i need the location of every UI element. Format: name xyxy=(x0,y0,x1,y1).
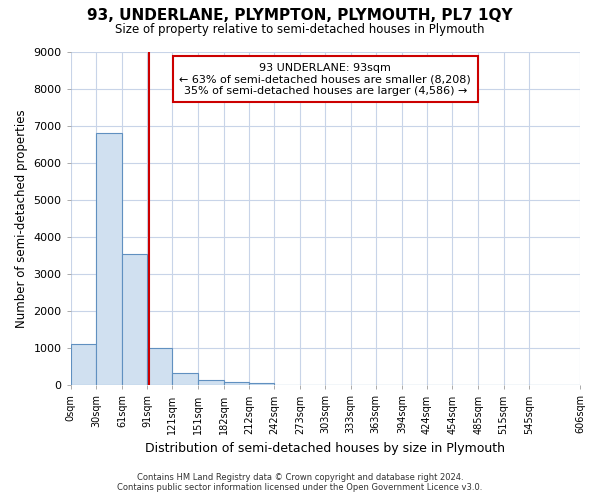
X-axis label: Distribution of semi-detached houses by size in Plymouth: Distribution of semi-detached houses by … xyxy=(145,442,505,455)
Text: 93 UNDERLANE: 93sqm
← 63% of semi-detached houses are smaller (8,208)
35% of sem: 93 UNDERLANE: 93sqm ← 63% of semi-detach… xyxy=(179,62,471,96)
Bar xyxy=(224,382,249,386)
Bar xyxy=(71,344,96,386)
Y-axis label: Number of semi-detached properties: Number of semi-detached properties xyxy=(15,109,28,328)
Bar xyxy=(122,254,147,386)
Bar xyxy=(249,382,274,386)
Bar xyxy=(147,348,172,386)
Bar xyxy=(172,374,197,386)
Text: Contains HM Land Registry data © Crown copyright and database right 2024.
Contai: Contains HM Land Registry data © Crown c… xyxy=(118,473,482,492)
Text: 93, UNDERLANE, PLYMPTON, PLYMOUTH, PL7 1QY: 93, UNDERLANE, PLYMPTON, PLYMOUTH, PL7 1… xyxy=(87,8,513,22)
Bar xyxy=(96,133,122,386)
Bar xyxy=(197,380,224,386)
Text: Size of property relative to semi-detached houses in Plymouth: Size of property relative to semi-detach… xyxy=(115,22,485,36)
